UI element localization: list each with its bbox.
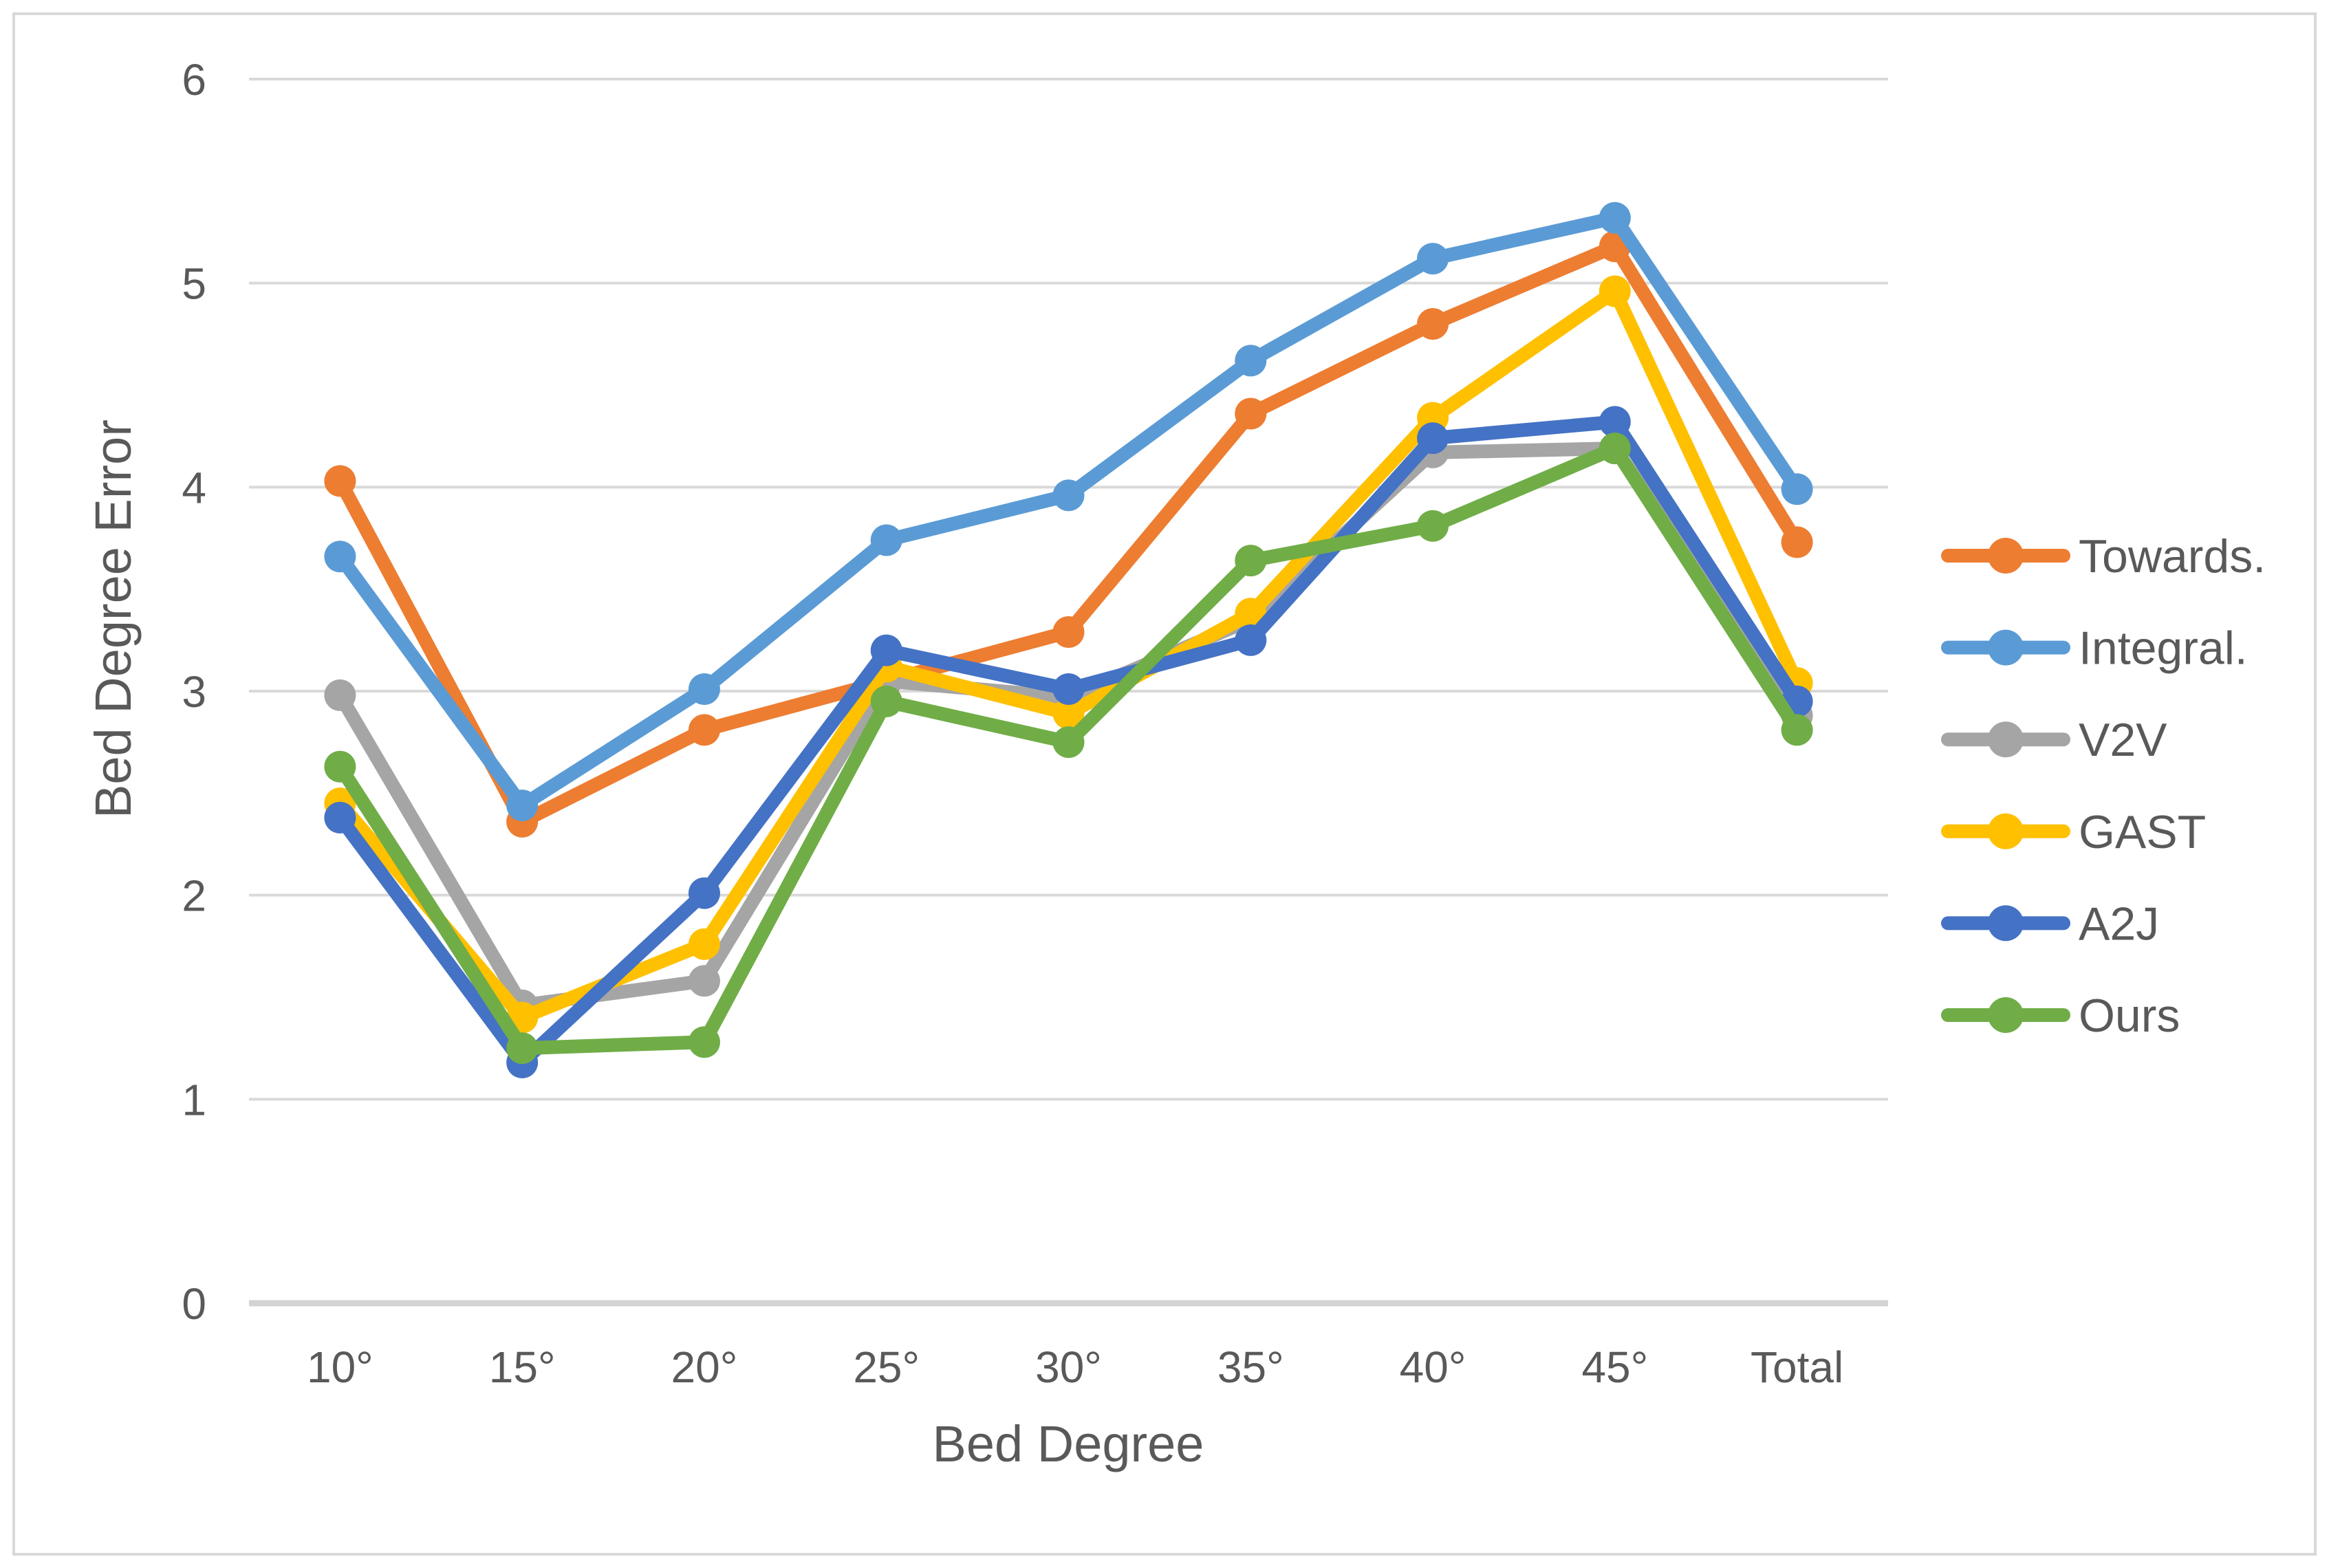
x-tick-label: 35°	[1217, 1342, 1284, 1392]
data-point-a2j	[688, 877, 720, 909]
series-group	[324, 202, 1813, 1078]
data-point-a2j	[1052, 673, 1085, 706]
data-point-integral	[324, 541, 356, 573]
x-tick-label: 25°	[853, 1342, 920, 1392]
x-tick-label: 40°	[1400, 1342, 1466, 1392]
y-axis-title: Bed Degree Error	[85, 420, 142, 818]
data-point-integral	[1599, 202, 1631, 234]
legend-item-label: Integral.	[2079, 622, 2248, 675]
legend-marker-dot	[1988, 905, 2024, 941]
data-point-ours	[1781, 714, 1813, 746]
legend-marker-dot	[1988, 538, 2024, 574]
y-tick-label: 3	[182, 667, 206, 717]
chart-border	[12, 12, 2317, 1556]
x-tick-label: 30°	[1035, 1342, 1102, 1392]
y-tick-label: 1	[182, 1075, 206, 1124]
data-point-integral	[506, 790, 539, 822]
data-point-a2j	[870, 634, 902, 666]
legend-marker-dot	[1988, 721, 2024, 758]
legend-item-ours: Ours	[1941, 990, 2180, 1042]
data-point-ours	[324, 750, 356, 783]
y-tick-label: 4	[182, 463, 206, 512]
x-tick-label: 10°	[307, 1342, 373, 1392]
legend-marker-dot	[1988, 629, 2024, 666]
legend-item-label: Ours	[2079, 990, 2180, 1042]
data-point-towards	[1781, 526, 1813, 558]
data-point-towards	[1235, 398, 1267, 430]
data-point-gast	[1052, 697, 1085, 730]
legend-marker-dot	[1988, 813, 2024, 849]
data-point-ours	[1235, 545, 1267, 577]
x-axis-title: Bed Degree	[933, 1415, 1204, 1472]
data-point-integral	[1235, 345, 1267, 377]
legend-item-label: GAST	[2079, 806, 2206, 858]
data-point-a2j	[1235, 624, 1267, 656]
legend-item-label: Towards.	[2079, 530, 2266, 582]
data-point-integral	[688, 673, 720, 706]
data-point-integral	[1417, 243, 1449, 275]
legend-marker-dot	[1988, 997, 2024, 1033]
data-point-integral	[870, 524, 902, 556]
data-point-towards	[1417, 308, 1449, 340]
y-tick-label: 2	[182, 871, 206, 921]
data-point-ours	[1417, 510, 1449, 542]
legend-item-v2v: V2V	[1941, 714, 2167, 766]
legend-item-gast: GAST	[1941, 806, 2206, 858]
y-tick-label: 6	[182, 55, 206, 105]
legend-item-a2j: A2J	[1941, 897, 2159, 950]
data-point-integral	[1052, 479, 1085, 512]
y-axis-tick-labels: 0 1 2 3 4 5 6	[182, 55, 206, 1329]
x-tick-label: 45°	[1581, 1342, 1648, 1392]
legend: Towards. Integral. V2V GAST A2J Ours	[1941, 530, 2266, 1042]
legend-item-label: A2J	[2079, 897, 2159, 950]
data-point-towards	[688, 714, 720, 746]
y-tick-label: 0	[182, 1279, 206, 1329]
data-point-ours	[870, 685, 902, 717]
data-point-ours	[506, 1032, 539, 1065]
data-point-a2j	[324, 801, 356, 834]
series-integral	[324, 202, 1813, 822]
data-point-a2j	[1417, 422, 1449, 455]
data-point-gast	[688, 928, 720, 960]
x-tick-label: 20°	[671, 1342, 738, 1392]
data-point-a2j	[1599, 406, 1631, 438]
data-point-ours	[1052, 726, 1085, 759]
data-point-gast	[1599, 275, 1631, 307]
data-point-ours	[1599, 432, 1631, 464]
data-point-towards	[1052, 616, 1085, 648]
y-tick-label: 5	[182, 259, 206, 309]
x-tick-label: 15°	[489, 1342, 556, 1392]
legend-item-integral: Integral.	[1941, 622, 2248, 675]
legend-item-towards: Towards.	[1941, 530, 2266, 582]
legend-item-label: V2V	[2079, 714, 2167, 766]
series-ours	[324, 432, 1813, 1065]
x-tick-label: Total	[1751, 1342, 1843, 1392]
data-point-towards	[324, 465, 356, 497]
data-point-integral	[1781, 473, 1813, 505]
data-point-v2v	[688, 965, 720, 997]
x-axis-tick-labels: 10° 15° 20° 25° 30° 35° 40° 45° Total	[307, 1342, 1843, 1392]
series-a2j	[324, 406, 1813, 1078]
data-point-ours	[688, 1026, 720, 1058]
data-point-v2v	[324, 679, 356, 711]
